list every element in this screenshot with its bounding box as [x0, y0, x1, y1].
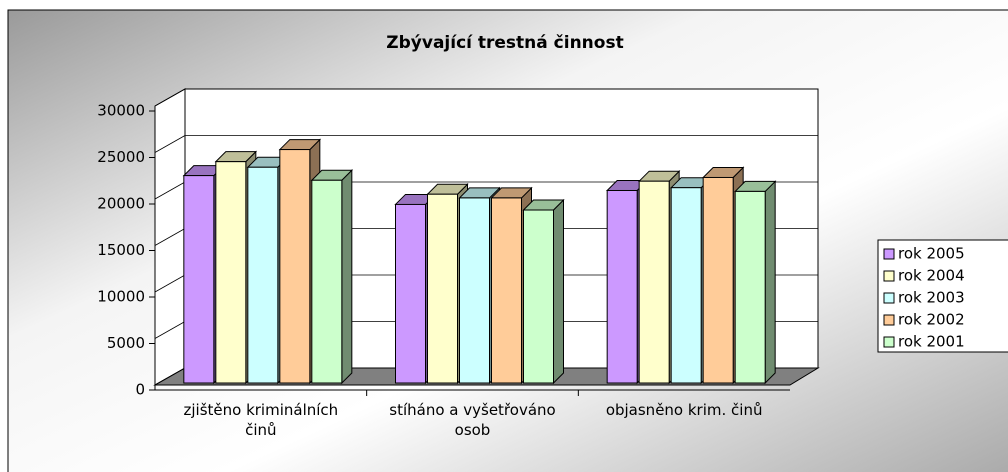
y-tick-label: 25000 — [97, 148, 145, 166]
legend-label: rok 2003 — [898, 289, 965, 307]
legend — [877, 239, 1008, 353]
legend-swatch — [883, 248, 895, 260]
bar — [427, 193, 458, 384]
y-tick-label: 5000 — [107, 334, 145, 352]
bar — [459, 197, 490, 384]
bar-side — [341, 169, 353, 385]
bar — [311, 179, 343, 384]
grid-line — [154, 367, 186, 386]
x-tick-label: objasněno krim. činů — [605, 401, 763, 419]
bar — [734, 190, 766, 384]
legend-label: rok 2002 — [898, 311, 965, 329]
grid-line — [154, 274, 186, 293]
grid-line — [154, 321, 186, 339]
chart-title: Zbývající trestná činnost — [386, 33, 623, 53]
x-tick-label: stíháno a vyšetřováno osob — [389, 401, 556, 439]
bar — [215, 161, 247, 384]
bar-side — [764, 180, 776, 385]
bar — [395, 203, 426, 384]
bar — [670, 187, 702, 384]
bar — [279, 149, 311, 384]
legend-label: rok 2001 — [898, 333, 965, 351]
legend-swatch — [883, 270, 895, 282]
grid-line — [154, 135, 186, 153]
x-tick-label: zjištěno kriminálních činů — [183, 401, 339, 439]
bar — [606, 189, 638, 384]
y-tick-label: 20000 — [97, 195, 145, 213]
grid-line — [154, 228, 186, 246]
legend-swatch — [883, 314, 895, 326]
bar — [247, 166, 279, 384]
grid-line — [154, 181, 186, 200]
bar-side — [553, 198, 564, 385]
grid-line — [154, 88, 186, 107]
legend-label: rok 2005 — [898, 245, 965, 263]
y-tick-label: 10000 — [97, 288, 145, 306]
bar — [491, 197, 522, 384]
y-tick-label: 0 — [135, 381, 145, 399]
legend-swatch — [883, 292, 895, 304]
y-tick-label: 15000 — [97, 241, 145, 259]
legend-label: rok 2004 — [898, 267, 965, 285]
bar — [183, 175, 215, 384]
y-tick-label: 30000 — [97, 102, 145, 120]
bar — [702, 176, 734, 384]
bar — [638, 180, 670, 384]
bar — [523, 209, 554, 384]
legend-swatch — [883, 336, 895, 348]
